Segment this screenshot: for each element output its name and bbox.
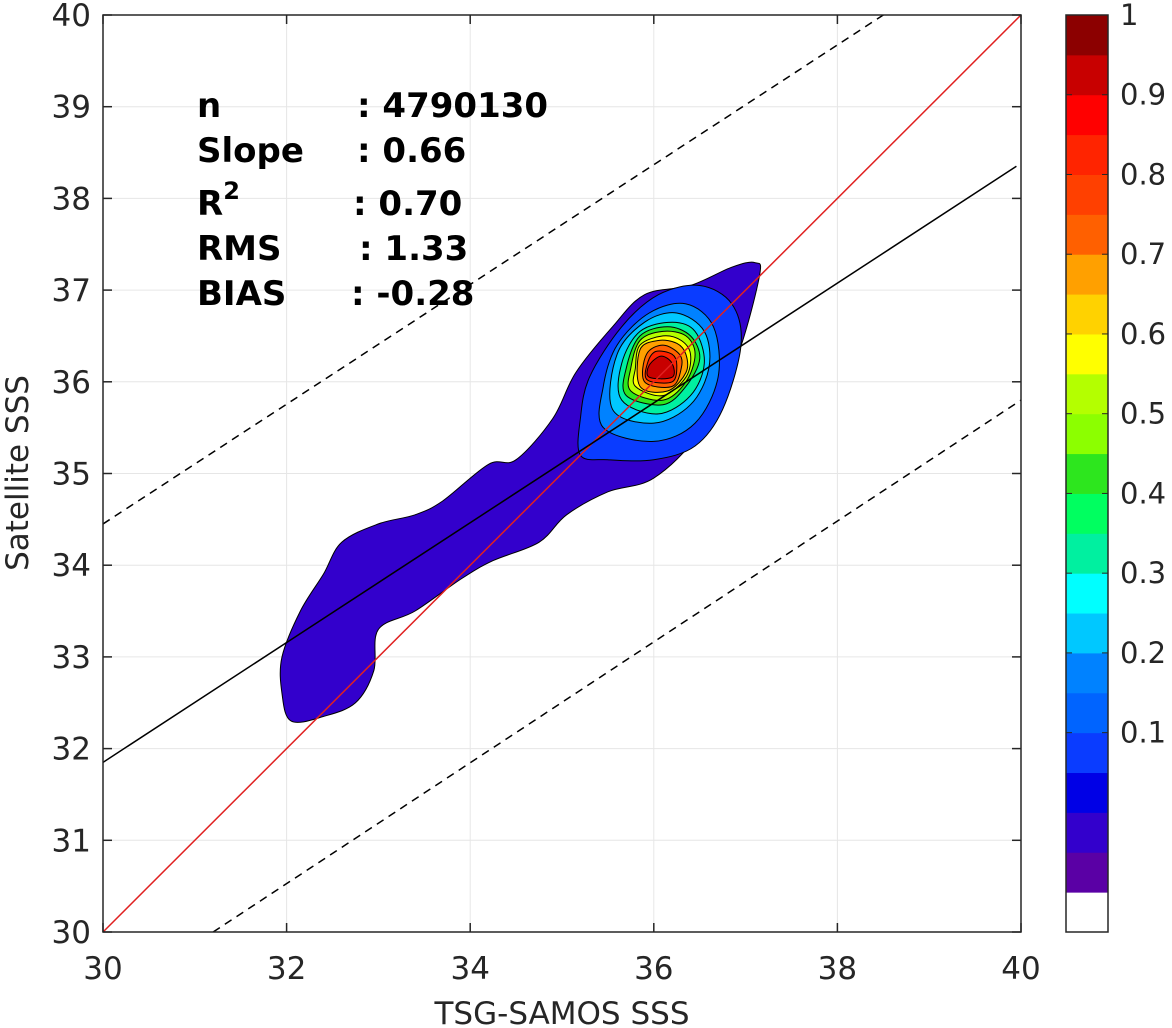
- stat-rms-label: RMS: [197, 229, 282, 269]
- reference-lines: [103, 15, 1021, 932]
- y-tick-label: 37: [52, 273, 91, 309]
- colorbar-tick-label: 0.8: [1120, 157, 1166, 191]
- stat-r2-value: : 0.70: [353, 184, 462, 224]
- stat-bias-label: BIAS: [197, 274, 286, 314]
- colorbar-segment: [1066, 54, 1108, 96]
- colorbar-segment: [1066, 453, 1108, 494]
- colorbar-tick-label: 0.7: [1120, 237, 1166, 271]
- y-tick-label: 39: [52, 90, 91, 126]
- y-axis-title: Satellite SSS: [0, 375, 36, 571]
- colorbar-segment: [1066, 373, 1108, 415]
- regression-line: [103, 165, 1017, 763]
- x-tick-label: 32: [267, 951, 306, 987]
- colorbar-segment: [1066, 692, 1108, 734]
- colorbar-segment: [1066, 174, 1108, 215]
- colorbar-tick-label: 0.1: [1120, 716, 1166, 750]
- colorbar-segment: [1066, 732, 1108, 774]
- colorbar-segment: [1066, 892, 1108, 933]
- colorbar-segment: [1066, 15, 1108, 56]
- x-tick-label: 30: [83, 951, 122, 987]
- stat-r2-base: R: [197, 184, 223, 224]
- stat-rms-value: : 1.33: [359, 229, 468, 269]
- colorbar-segment: [1066, 294, 1108, 335]
- colorbar-segment: [1066, 94, 1108, 136]
- y-tick-label: 38: [52, 181, 91, 217]
- stat-bias-value: : -0.28: [351, 274, 474, 314]
- y-tick-label: 36: [52, 365, 91, 401]
- colorbar-segment: [1066, 652, 1108, 694]
- y-tick-label: 33: [52, 640, 91, 676]
- colorbar-segment: [1066, 333, 1108, 375]
- x-tick-label: 38: [818, 951, 857, 987]
- grid-lines: [102, 14, 1022, 933]
- colorbar-tick-label: 0.2: [1120, 636, 1166, 670]
- y-tick-label: 35: [52, 457, 91, 493]
- colorbar-segment: [1066, 772, 1108, 813]
- y-tick-label: 31: [52, 823, 91, 859]
- colorbar-segment: [1066, 812, 1108, 853]
- stat-r2-superscript: 2: [223, 177, 240, 205]
- colorbar-segment: [1066, 573, 1108, 614]
- y-tick-label: 30: [52, 915, 91, 951]
- one-to-one-line: [103, 15, 1021, 932]
- y-tick-label: 32: [52, 732, 91, 768]
- colorbar-segment: [1066, 533, 1108, 574]
- y-tick-label: 34: [52, 548, 91, 584]
- contour-level: [646, 355, 675, 380]
- colorbar-segment: [1066, 134, 1108, 175]
- colorbar-segment: [1066, 254, 1108, 295]
- colorbar-segment: [1066, 214, 1108, 255]
- stat-n-label: n: [197, 86, 221, 126]
- colorbar-tick-label: 1: [1120, 0, 1138, 32]
- axes: 30 32 34 36 38 40 30 31 32 33 34 35 36 37 38 39 40: [52, 0, 1041, 987]
- colorbar-tick-label: 0.6: [1120, 317, 1166, 351]
- lower-bound-line: [212, 399, 1021, 932]
- x-axis-title: TSG-SAMOS SSS: [434, 996, 690, 1028]
- colorbar-tick-label: 0.5: [1120, 397, 1166, 431]
- stat-slope-label: Slope: [197, 131, 304, 171]
- x-tick-label: 40: [1001, 951, 1040, 987]
- stat-n-value: : 4790130: [357, 86, 548, 126]
- colorbar: 0.1 0.2 0.3 0.4 0.5 0.6 0.7 0.8 0.9 1: [1065, 0, 1166, 933]
- stat-slope-value: : 0.66: [357, 131, 466, 171]
- y-tick-label: 40: [52, 0, 91, 34]
- colorbar-segment: [1066, 852, 1108, 893]
- upper-bound-line: [103, 15, 884, 525]
- colorbar-tick-label: 0.4: [1120, 476, 1166, 510]
- x-tick-label: 36: [634, 951, 673, 987]
- colorbar-frame: [1065, 14, 1109, 933]
- colorbar-tick-label: 0.9: [1120, 78, 1166, 112]
- stat-r2-label: R2: [197, 177, 240, 224]
- x-tick-label: 34: [450, 951, 489, 987]
- colorbar-tick-label: 0.3: [1120, 556, 1166, 590]
- colorbar-segment: [1066, 493, 1108, 534]
- colorbar-segment: [1066, 413, 1108, 455]
- stats-box: n : 4790130 Slope : 0.66 R2 : 0.70 RMS :…: [197, 86, 548, 314]
- colorbar-segment: [1066, 613, 1108, 654]
